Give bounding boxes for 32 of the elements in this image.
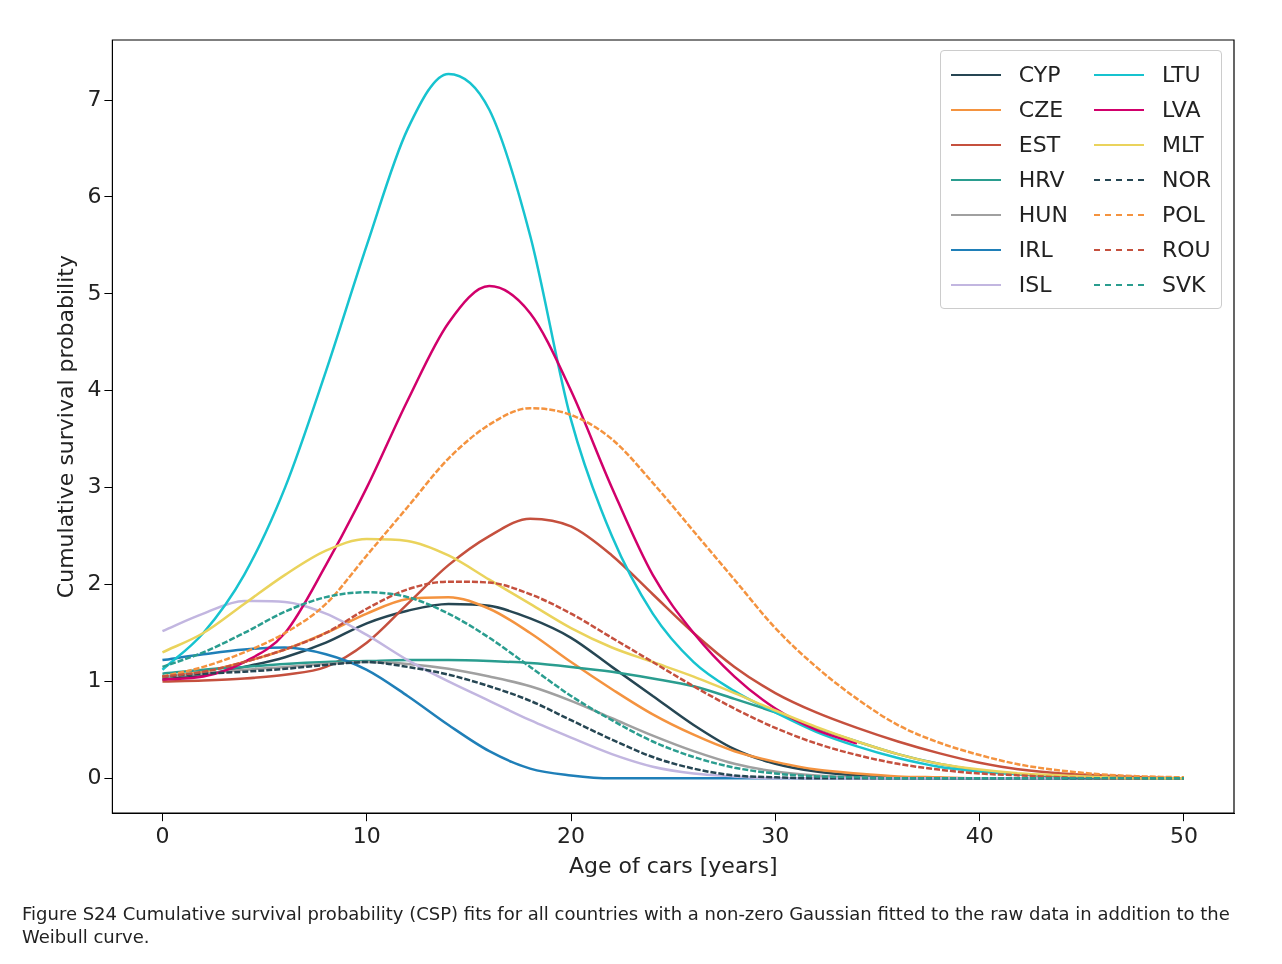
y-tick-label: 1 xyxy=(87,667,102,693)
y-tick-label: 6 xyxy=(87,182,102,208)
caption: Figure S24 Cumulative survival probability (CSP) fits for all countries with a non-zero Gaussian fitted to the raw data in addition to the Weibull curve. xyxy=(22,902,1231,949)
legend-label: HUN xyxy=(1018,202,1068,227)
legend-label: SVK xyxy=(1161,272,1206,297)
legend-label: LVA xyxy=(1161,97,1201,122)
y-tick-label: 4 xyxy=(87,376,102,402)
x-tick-label: 10 xyxy=(352,823,381,849)
legend-label: MLT xyxy=(1161,132,1204,157)
legend-label: CYP xyxy=(1018,62,1061,87)
x-tick-label: 50 xyxy=(1169,823,1198,849)
line-series xyxy=(161,284,859,745)
y-axis-title: Cumulative survival probability xyxy=(52,255,78,599)
y-tick-label: 2 xyxy=(87,570,102,596)
x-tick-label: 20 xyxy=(557,823,586,849)
legend-label: LTU xyxy=(1161,62,1201,87)
legend-label: ROU xyxy=(1161,237,1211,262)
x-axis-title: Age of cars [years] xyxy=(568,852,778,878)
y-tick-label: 7 xyxy=(87,85,102,111)
legend-label: HRV xyxy=(1018,167,1065,192)
y-tick-label: 0 xyxy=(87,764,102,790)
x-tick-label: 0 xyxy=(155,823,170,849)
y-tick-label: 5 xyxy=(87,279,102,305)
legend-label: POL xyxy=(1161,202,1205,227)
x-tick-label: 40 xyxy=(965,823,994,849)
x-tick-label: 30 xyxy=(761,823,790,849)
legend-label: NOR xyxy=(1161,167,1211,192)
legend-label: IRL xyxy=(1018,237,1053,262)
legend-label: EST xyxy=(1018,132,1061,157)
legend-label: ISL xyxy=(1018,272,1052,297)
y-tick-label: 3 xyxy=(87,473,102,499)
legend-label: CZE xyxy=(1018,97,1064,122)
